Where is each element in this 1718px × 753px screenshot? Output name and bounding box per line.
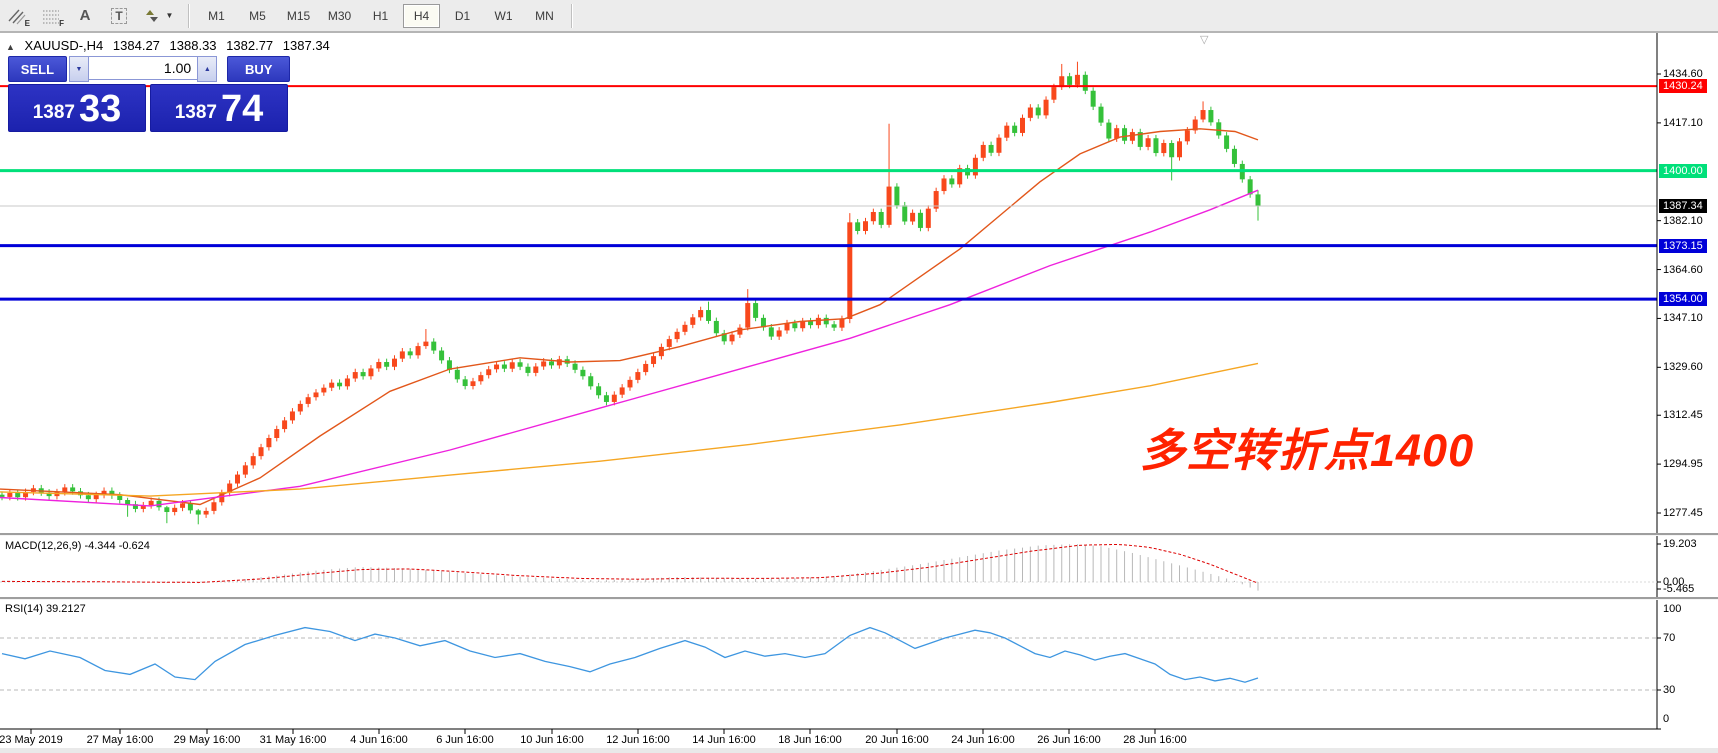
volume-input[interactable] bbox=[89, 56, 198, 80]
time-axis-label: 10 Jun 16:00 bbox=[520, 734, 584, 746]
tool-sub-label: F bbox=[59, 18, 64, 28]
timeframe-button-m15[interactable]: M15 bbox=[286, 8, 311, 23]
crosshair-draw-tool-button[interactable]: E bbox=[1, 2, 33, 30]
price-tick-label: 1277.45 bbox=[1663, 506, 1703, 519]
chart-text-annotation[interactable]: 多空转折点1400 bbox=[1140, 425, 1475, 476]
macd-axis-label: 19.203 bbox=[1663, 538, 1697, 550]
fast-ma[interactable] bbox=[0, 128, 1259, 506]
sell-button[interactable]: SELL bbox=[8, 56, 67, 82]
macd-pane[interactable] bbox=[0, 537, 1657, 597]
ohlc-close: 1387.34 bbox=[282, 38, 330, 53]
timeframe-button-w1[interactable]: W1 bbox=[494, 8, 513, 23]
rsi-axis-label: 0 bbox=[1663, 713, 1670, 725]
rsi-indicator-label: RSI(14) 39.2127 bbox=[5, 603, 86, 615]
price-tick-label: 1434.60 bbox=[1663, 68, 1703, 80]
timeframe-button-m1[interactable]: M1 bbox=[208, 8, 225, 23]
timeframe-button-h4[interactable]: H4 bbox=[403, 3, 440, 28]
arrows-icon bbox=[145, 9, 158, 22]
buy-price-panel[interactable]: 1387 74 bbox=[150, 84, 288, 132]
rsi-axis-label: 70 bbox=[1663, 632, 1676, 644]
rsi-line bbox=[1, 626, 1259, 683]
buy-price-main: 1387 bbox=[174, 102, 217, 123]
price-tick-label: 1382.10 bbox=[1663, 214, 1703, 227]
price-tick-label: 1417.10 bbox=[1663, 116, 1703, 129]
fibonacci-grid-tool-button[interactable]: F bbox=[35, 2, 67, 30]
price-badge-1400.00: 1400.00 bbox=[1659, 163, 1707, 178]
sell-price-pips: 33 bbox=[79, 88, 122, 130]
toolbar-separator bbox=[571, 3, 573, 28]
window-bottom-edge bbox=[0, 748, 1718, 753]
text-tool-icon: A bbox=[79, 7, 91, 24]
toolbar: E F A T ▼ M1 M5 M15 M30 H1 H4 D1 W1 MN bbox=[0, 0, 1718, 33]
ohlc-high: 1388.33 bbox=[169, 38, 217, 53]
expand-arrow-icon[interactable]: ▲ bbox=[6, 42, 15, 52]
pane-separator[interactable] bbox=[0, 597, 1718, 600]
timeframe-button-m5[interactable]: M5 bbox=[249, 8, 266, 23]
one-click-trade-panel: SELL ▼ ▲ BUY 1387 33 1387 74 bbox=[8, 56, 290, 132]
ohlc-open: 1384.27 bbox=[112, 38, 160, 53]
timeframe-button-mn[interactable]: MN bbox=[535, 8, 554, 23]
price-tick-label: 1312.45 bbox=[1663, 409, 1703, 422]
rsi-pane[interactable] bbox=[0, 600, 1657, 729]
price-tick-label: 1329.60 bbox=[1663, 361, 1703, 374]
time-axis-label: 28 Jun 16:00 bbox=[1123, 734, 1187, 746]
chart-title-bar: ▲ XAUUSD-,H4 1384.27 1388.33 1382.77 138… bbox=[6, 38, 336, 53]
price-badge-1354.00: 1354.00 bbox=[1659, 292, 1707, 307]
time-axis-label: 27 May 16:00 bbox=[86, 734, 154, 746]
time-axis-label: 20 Jun 16:00 bbox=[865, 734, 929, 746]
price-tick-label: 1364.60 bbox=[1663, 263, 1703, 276]
slow-ma[interactable] bbox=[0, 362, 1259, 497]
price-badge-1373.15: 1373.15 bbox=[1659, 238, 1707, 253]
buy-button[interactable]: BUY bbox=[227, 56, 290, 82]
text-label-icon: T bbox=[111, 7, 127, 24]
rsi-axis-label: 30 bbox=[1663, 684, 1676, 696]
macd-indicator-label: MACD(12,26,9) -4.344 -0.624 bbox=[5, 540, 150, 552]
time-axis-label: 12 Jun 16:00 bbox=[606, 734, 670, 746]
time-axis-label: 14 Jun 16:00 bbox=[692, 734, 756, 746]
buy-price-pips: 74 bbox=[221, 88, 264, 130]
volume-increase-button[interactable]: ▲ bbox=[197, 56, 218, 82]
symbol-period-label: XAUUSD-,H4 bbox=[24, 38, 104, 53]
volume-decrease-button[interactable]: ▼ bbox=[68, 56, 90, 82]
text-tool-button[interactable]: A bbox=[69, 2, 101, 30]
sell-price-main: 1387 bbox=[32, 102, 75, 123]
text-label-tool-button[interactable]: T bbox=[103, 2, 135, 30]
price-badge-1430.24: 1430.24 bbox=[1659, 79, 1707, 94]
time-axis-label: 23 May 2019 bbox=[0, 734, 63, 746]
time-axis-label: 26 Jun 16:00 bbox=[1037, 734, 1101, 746]
time-axis-label: 18 Jun 16:00 bbox=[778, 734, 842, 746]
trade-panel-controls: SELL ▼ ▲ BUY bbox=[8, 56, 290, 82]
time-axis-label: 24 Jun 16:00 bbox=[951, 734, 1015, 746]
macd-axis-label: 0.00 bbox=[1663, 576, 1685, 588]
chart-shift-marker-icon[interactable]: ▽ bbox=[1200, 34, 1209, 46]
price-badge-1387.34: 1387.34 bbox=[1659, 199, 1707, 214]
crosshair-draw-icon bbox=[8, 9, 26, 24]
time-axis-label: 31 May 16:00 bbox=[259, 734, 327, 746]
grid-icon bbox=[43, 10, 59, 23]
sell-price-panel[interactable]: 1387 33 bbox=[8, 84, 146, 132]
timeframe-button-d1[interactable]: D1 bbox=[454, 8, 471, 23]
dropdown-caret-icon: ▼ bbox=[165, 11, 174, 20]
toolbar-separator bbox=[188, 3, 190, 28]
price-tick-label: 1347.10 bbox=[1663, 312, 1703, 325]
timeframe-button-m30[interactable]: M30 bbox=[327, 8, 352, 23]
time-axis-label: 6 Jun 16:00 bbox=[436, 734, 494, 746]
rsi-axis-label: 100 bbox=[1663, 603, 1682, 615]
timeframe-button-group: M1 M5 M15 M30 H1 H4 D1 W1 MN bbox=[196, 3, 565, 28]
ohlc-low: 1382.77 bbox=[226, 38, 274, 53]
timeframe-button-h1[interactable]: H1 bbox=[372, 8, 389, 23]
arrows-tool-button[interactable]: ▼ bbox=[137, 2, 181, 30]
trade-panel-prices: 1387 33 1387 74 bbox=[8, 84, 290, 132]
macd-axis-label: -5.465 bbox=[1663, 583, 1695, 595]
tool-sub-label: E bbox=[24, 18, 30, 28]
pane-separator[interactable] bbox=[0, 533, 1718, 536]
price-tick-label: 1294.95 bbox=[1663, 458, 1703, 471]
time-axis-label: 29 May 16:00 bbox=[173, 734, 241, 746]
time-axis-label: 4 Jun 16:00 bbox=[350, 734, 408, 746]
